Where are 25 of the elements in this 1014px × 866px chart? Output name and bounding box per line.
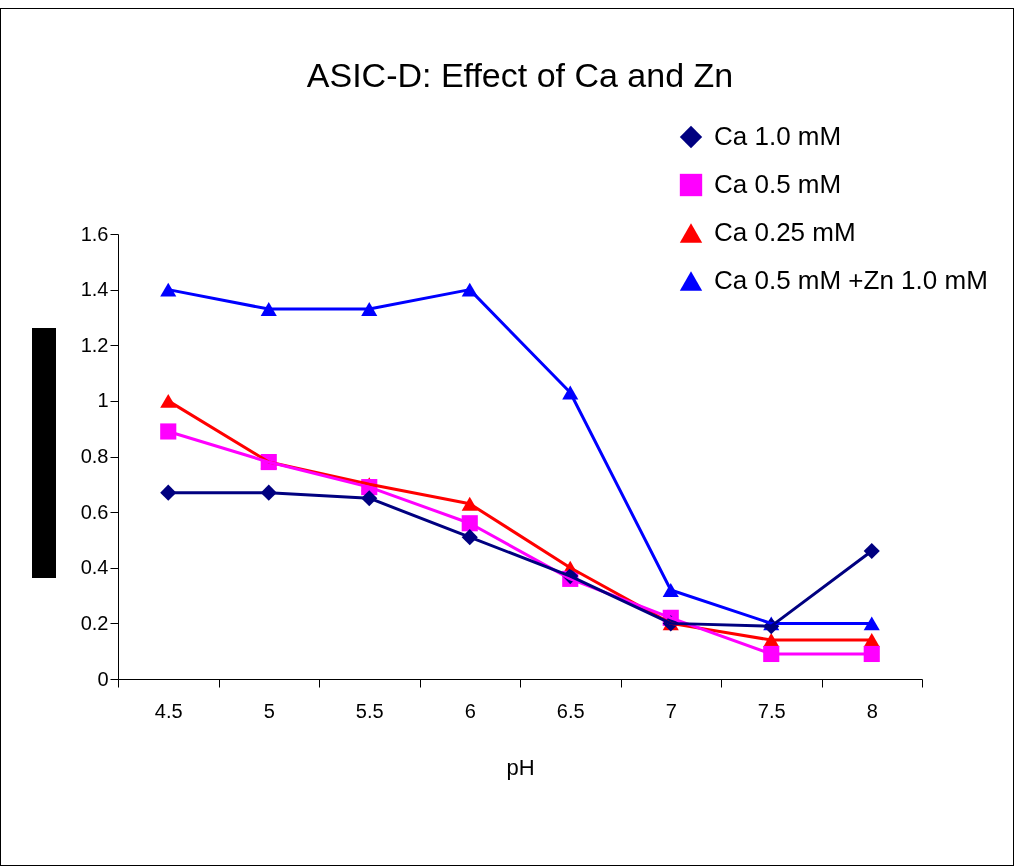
- y-tick-label: 1.4: [80, 278, 109, 301]
- point: [160, 282, 177, 297]
- legend-label: Ca 1.0 mM: [714, 121, 842, 151]
- chart-title: ASIC-D: Effect of Ca and Zn: [306, 56, 734, 94]
- y-tick-label: 0.4: [80, 556, 109, 579]
- x-axis-title: pH: [506, 754, 535, 780]
- x-tick-label: 4.5: [154, 699, 183, 722]
- y-tick-label: 1.2: [80, 333, 109, 356]
- x-tick-label: 6.5: [556, 699, 585, 722]
- x-tick-label: 7: [665, 699, 677, 722]
- x-tick-label: 7.5: [757, 699, 786, 722]
- y-tick-label: 0.8: [80, 445, 109, 467]
- legend-label: Ca 0.5 mM: [714, 169, 842, 199]
- y-tick-label: 0.2: [80, 611, 109, 634]
- legend-label: Ca 0.5 mM +Zn 1.0 mM: [714, 265, 988, 295]
- point: [160, 423, 177, 440]
- y-tick-label: 1.6: [80, 222, 109, 245]
- x-tick-label: 5.5: [355, 699, 384, 722]
- x-tick-label: 5: [263, 699, 275, 722]
- x-tick-label: 6: [464, 699, 476, 722]
- x-tick-label: 8: [866, 699, 878, 722]
- y-tick-label: 1: [97, 389, 109, 412]
- y-tick-label: 0: [97, 667, 109, 690]
- legend-label: Ca 0.25 mM: [714, 217, 856, 247]
- y-tick-label: 0.6: [80, 500, 109, 523]
